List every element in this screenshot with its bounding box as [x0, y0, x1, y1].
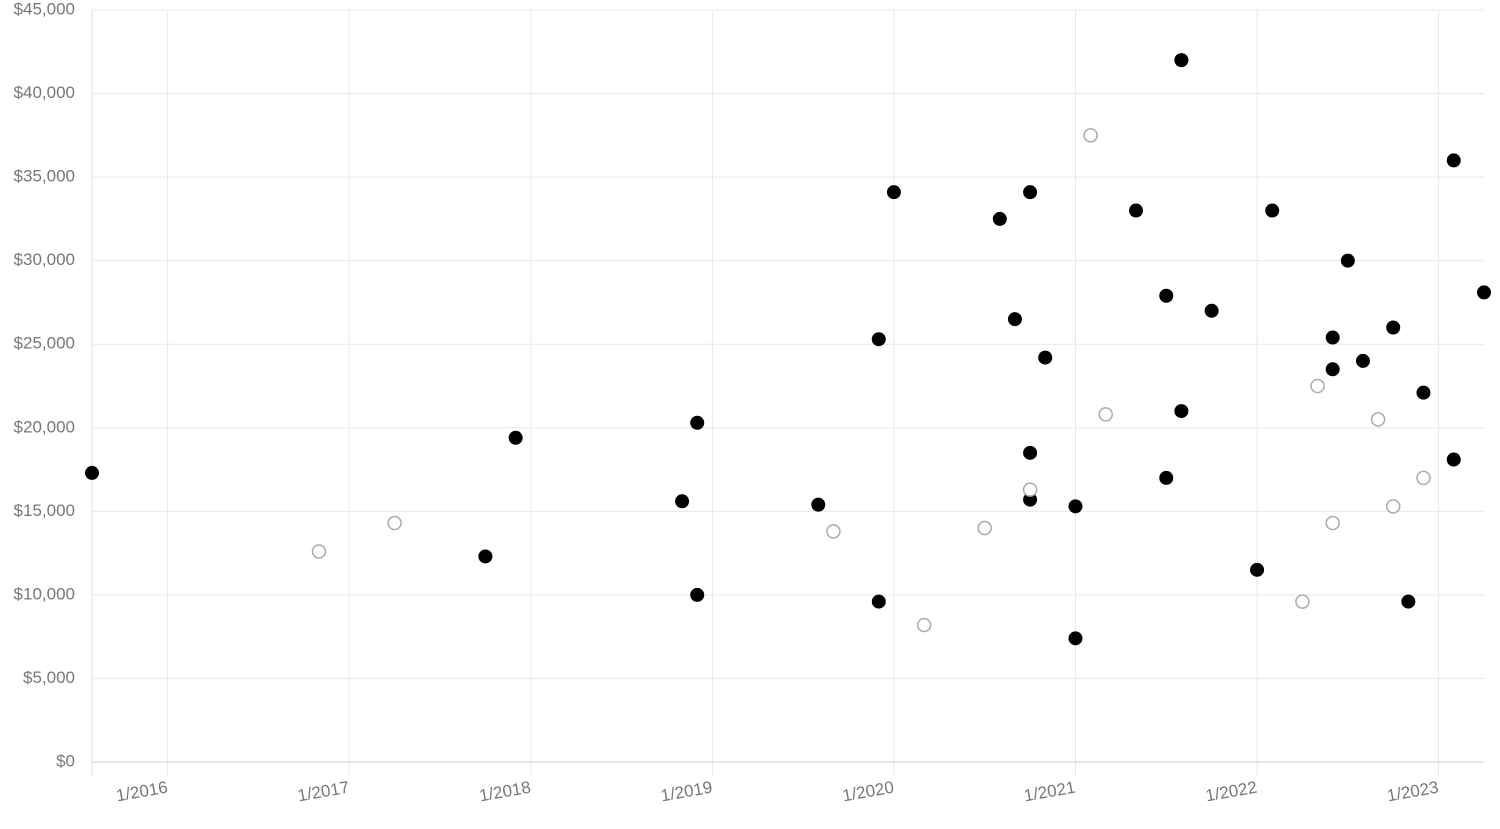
y-tick-label: $45,000: [14, 0, 75, 18]
point: [311, 544, 327, 559]
x-tick-label: 1/2021: [1022, 778, 1077, 806]
point: [1416, 470, 1431, 486]
point: [1159, 470, 1174, 485]
point: [478, 549, 493, 564]
y-tick-label: $20,000: [14, 417, 75, 436]
point: [1068, 499, 1083, 514]
point: [1416, 385, 1431, 400]
x-tick-label: 1/2018: [478, 778, 533, 806]
y-tick-label: $30,000: [14, 250, 75, 269]
point: [1386, 320, 1401, 335]
point: [85, 465, 99, 480]
point: [1159, 288, 1174, 303]
point: [1023, 492, 1038, 507]
y-tick-label: $15,000: [14, 501, 75, 520]
point: [871, 594, 886, 609]
point: [916, 617, 932, 633]
point: [1401, 594, 1416, 609]
point: [977, 520, 992, 536]
x-tick-label: 1/2022: [1204, 778, 1259, 806]
point: [1325, 515, 1340, 531]
y-tick-label: $40,000: [14, 83, 75, 102]
point: [1068, 631, 1083, 646]
point: [1007, 312, 1022, 327]
point: [826, 524, 841, 539]
point: [1250, 562, 1265, 577]
point: [508, 430, 523, 445]
y-tick-label: $35,000: [14, 167, 75, 186]
point: [1022, 482, 1038, 497]
y-tick-label: $5,000: [23, 668, 75, 687]
point: [992, 211, 1007, 226]
point: [1098, 407, 1113, 422]
x-tick-label: 1/2023: [1386, 778, 1441, 806]
point: [1295, 594, 1310, 609]
point: [1204, 303, 1219, 318]
point: [1310, 378, 1325, 394]
point: [1083, 128, 1098, 143]
point: [675, 494, 690, 509]
y-tick-label: $25,000: [14, 334, 75, 353]
x-tick-label: 1/2020: [841, 778, 896, 806]
x-tick-label: 1/2019: [659, 778, 714, 806]
point: [1325, 330, 1340, 345]
point: [387, 515, 402, 531]
point: [1174, 404, 1189, 419]
point: [1355, 353, 1370, 368]
point: [690, 415, 705, 430]
point: [690, 587, 705, 602]
point: [871, 332, 886, 347]
point: [1446, 153, 1461, 168]
point: [811, 497, 826, 512]
point: [1265, 203, 1280, 218]
point: [1174, 53, 1189, 68]
point: [1370, 412, 1386, 427]
point: [1477, 285, 1491, 300]
x-tick-label: 1/2016: [115, 778, 170, 806]
x-tick-label: 1/2017: [296, 778, 351, 806]
point: [1325, 362, 1340, 377]
y-tick-label: $0: [56, 751, 75, 770]
point: [1023, 445, 1038, 460]
point: [1340, 253, 1355, 268]
point: [1129, 203, 1143, 218]
y-tick-label: $10,000: [14, 584, 75, 603]
point: [1446, 452, 1461, 467]
point: [1023, 185, 1038, 200]
point: [1385, 499, 1401, 514]
point: [1038, 350, 1053, 365]
point: [886, 185, 901, 200]
